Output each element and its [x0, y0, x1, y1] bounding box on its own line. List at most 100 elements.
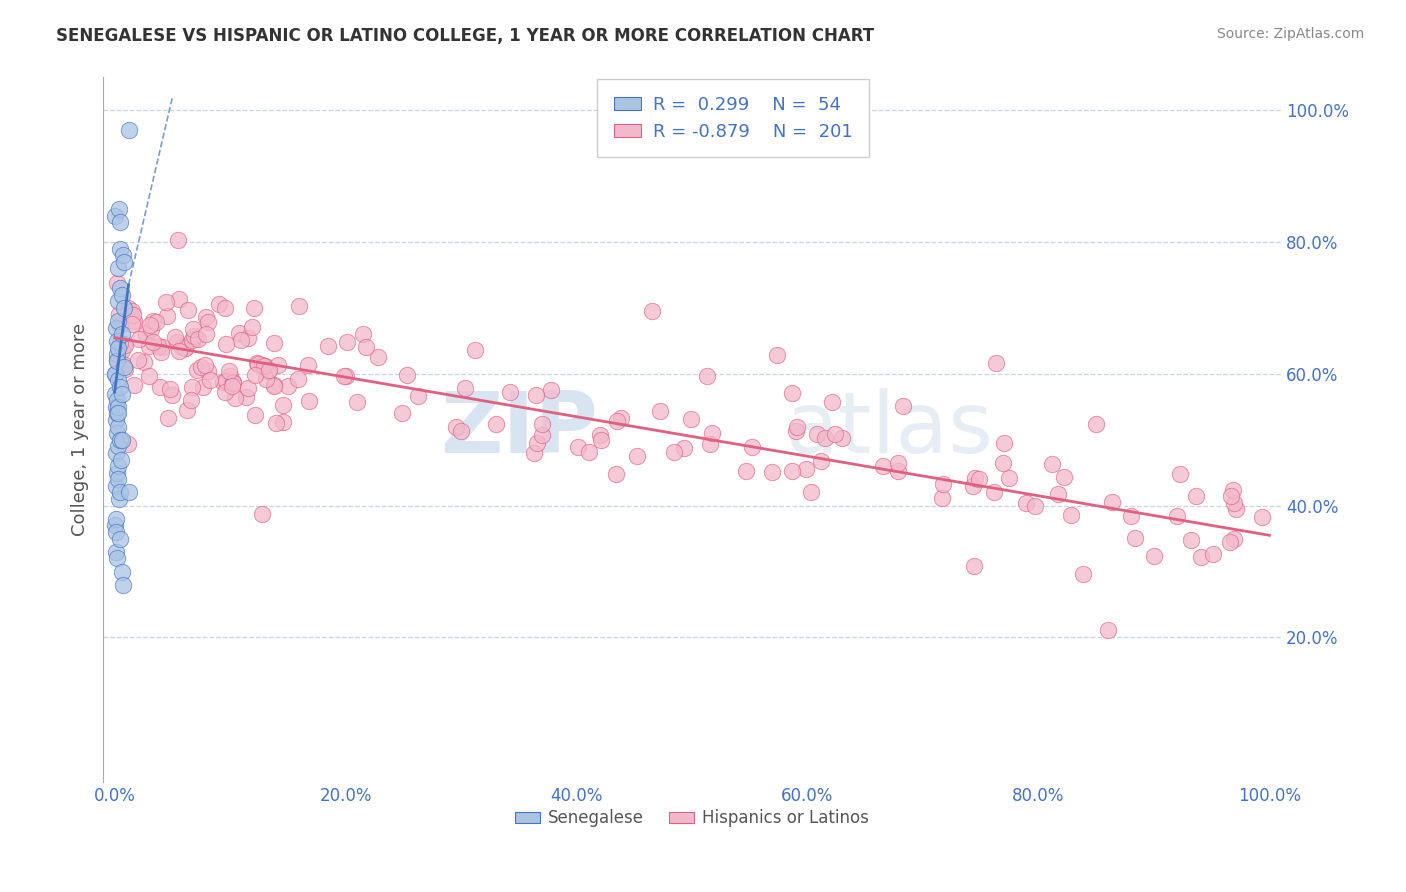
- Point: [221, 379, 243, 393]
- Point: [993, 436, 1015, 450]
- Point: [114, 362, 136, 376]
- Point: [111, 565, 134, 579]
- Point: [122, 309, 145, 323]
- Point: [606, 414, 628, 428]
- Point: [108, 491, 131, 506]
- Point: [567, 440, 589, 454]
- Point: [108, 485, 131, 500]
- Point: [150, 340, 173, 354]
- Point: [243, 368, 266, 383]
- Point: [146, 339, 169, 353]
- Point: [287, 372, 309, 386]
- Point: [104, 518, 127, 533]
- Point: [172, 340, 194, 354]
- Point: [142, 334, 165, 349]
- Point: [104, 386, 127, 401]
- Point: [104, 320, 127, 334]
- Point: [367, 351, 389, 365]
- Text: Source: ZipAtlas.com: Source: ZipAtlas.com: [1216, 27, 1364, 41]
- Point: [108, 281, 131, 295]
- Point: [610, 411, 633, 425]
- Point: [761, 465, 783, 479]
- Point: [160, 388, 183, 402]
- Point: [105, 479, 128, 493]
- Point: [194, 358, 217, 372]
- Point: [1225, 502, 1247, 516]
- Point: [257, 364, 280, 378]
- Point: [112, 360, 135, 375]
- Point: [485, 417, 508, 431]
- Point: [267, 358, 290, 372]
- Point: [734, 464, 756, 478]
- Point: [105, 334, 128, 348]
- Point: [108, 532, 131, 546]
- Point: [176, 403, 198, 417]
- Point: [145, 315, 167, 329]
- Point: [141, 322, 163, 336]
- Point: [128, 333, 150, 347]
- Point: [111, 327, 134, 342]
- Point: [138, 368, 160, 383]
- Point: [984, 356, 1007, 370]
- Point: [530, 417, 553, 431]
- Point: [218, 363, 240, 377]
- Point: [105, 353, 128, 368]
- Point: [335, 368, 357, 383]
- Point: [117, 437, 139, 451]
- Point: [110, 452, 132, 467]
- Point: [316, 339, 339, 353]
- Point: [214, 301, 236, 315]
- Point: [104, 367, 127, 381]
- Point: [118, 485, 141, 500]
- Point: [229, 333, 252, 347]
- Point: [1085, 417, 1108, 432]
- Point: [1201, 547, 1223, 561]
- Point: [127, 353, 149, 368]
- Point: [1059, 508, 1081, 523]
- Point: [831, 431, 853, 445]
- Point: [962, 479, 984, 493]
- Point: [814, 431, 837, 445]
- Point: [107, 314, 129, 328]
- Point: [108, 318, 131, 332]
- Point: [104, 545, 127, 559]
- Point: [932, 476, 955, 491]
- Point: [785, 425, 807, 439]
- Point: [105, 393, 128, 408]
- Point: [208, 297, 231, 311]
- Point: [243, 301, 266, 316]
- Point: [238, 330, 260, 344]
- Point: [406, 389, 429, 403]
- Point: [540, 384, 562, 398]
- Point: [263, 336, 285, 351]
- Point: [1053, 470, 1076, 484]
- Point: [886, 456, 908, 470]
- Point: [181, 322, 204, 336]
- Point: [700, 425, 723, 440]
- Point: [824, 427, 846, 442]
- Point: [963, 559, 986, 574]
- Point: [219, 369, 242, 384]
- Point: [1180, 533, 1202, 547]
- Point: [679, 412, 702, 426]
- Point: [264, 416, 287, 430]
- Point: [983, 485, 1005, 500]
- Point: [673, 442, 696, 456]
- Point: [194, 327, 217, 342]
- Point: [215, 336, 238, 351]
- Point: [107, 374, 129, 388]
- Point: [346, 394, 368, 409]
- Point: [246, 357, 269, 371]
- Point: [122, 377, 145, 392]
- Point: [530, 428, 553, 442]
- Point: [578, 444, 600, 458]
- Point: [222, 376, 245, 391]
- Point: [138, 338, 160, 352]
- Point: [108, 307, 131, 321]
- Point: [177, 302, 200, 317]
- Point: [155, 294, 177, 309]
- Y-axis label: College, 1 year or more: College, 1 year or more: [72, 323, 89, 536]
- Point: [1101, 494, 1123, 508]
- Point: [526, 436, 548, 450]
- Point: [104, 512, 127, 526]
